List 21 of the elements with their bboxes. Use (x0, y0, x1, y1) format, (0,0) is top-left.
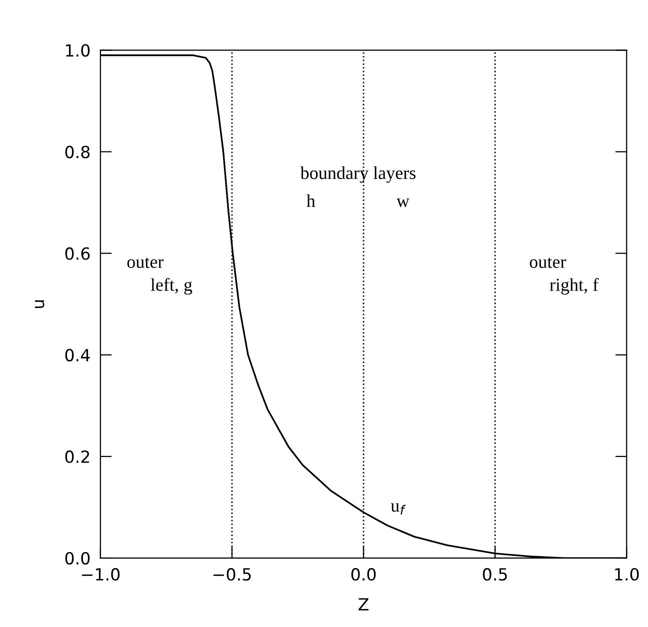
annotation: left, g (150, 278, 192, 295)
x-tick-label: −1.0 (82, 568, 120, 581)
annotation: outer (127, 258, 164, 268)
annotation: outer (530, 258, 566, 268)
y-tick-label: 1.0 (66, 44, 90, 57)
annotation: h (306, 194, 316, 207)
y-tick-label: 0.2 (65, 450, 90, 464)
y-axis-title: u (34, 300, 44, 308)
annotation: w (396, 198, 410, 208)
y-tick-label: 0.6 (65, 247, 90, 260)
x-tick-label: 1.0 (615, 568, 639, 581)
y-tick-label: 0.8 (65, 146, 90, 158)
x-tick-label: 0.0 (351, 568, 376, 581)
y-tick-label: 0.4 (65, 348, 90, 362)
x-tick-label: 0.5 (482, 568, 507, 581)
annotation: u$_{f}$ (390, 503, 406, 515)
x-axis-title: Z (358, 598, 368, 610)
x-tick-label: −0.5 (214, 568, 251, 581)
y-tick-label: 0.0 (65, 552, 90, 565)
annotation: right, f (550, 278, 599, 295)
annotation: boundary layers (300, 166, 416, 183)
